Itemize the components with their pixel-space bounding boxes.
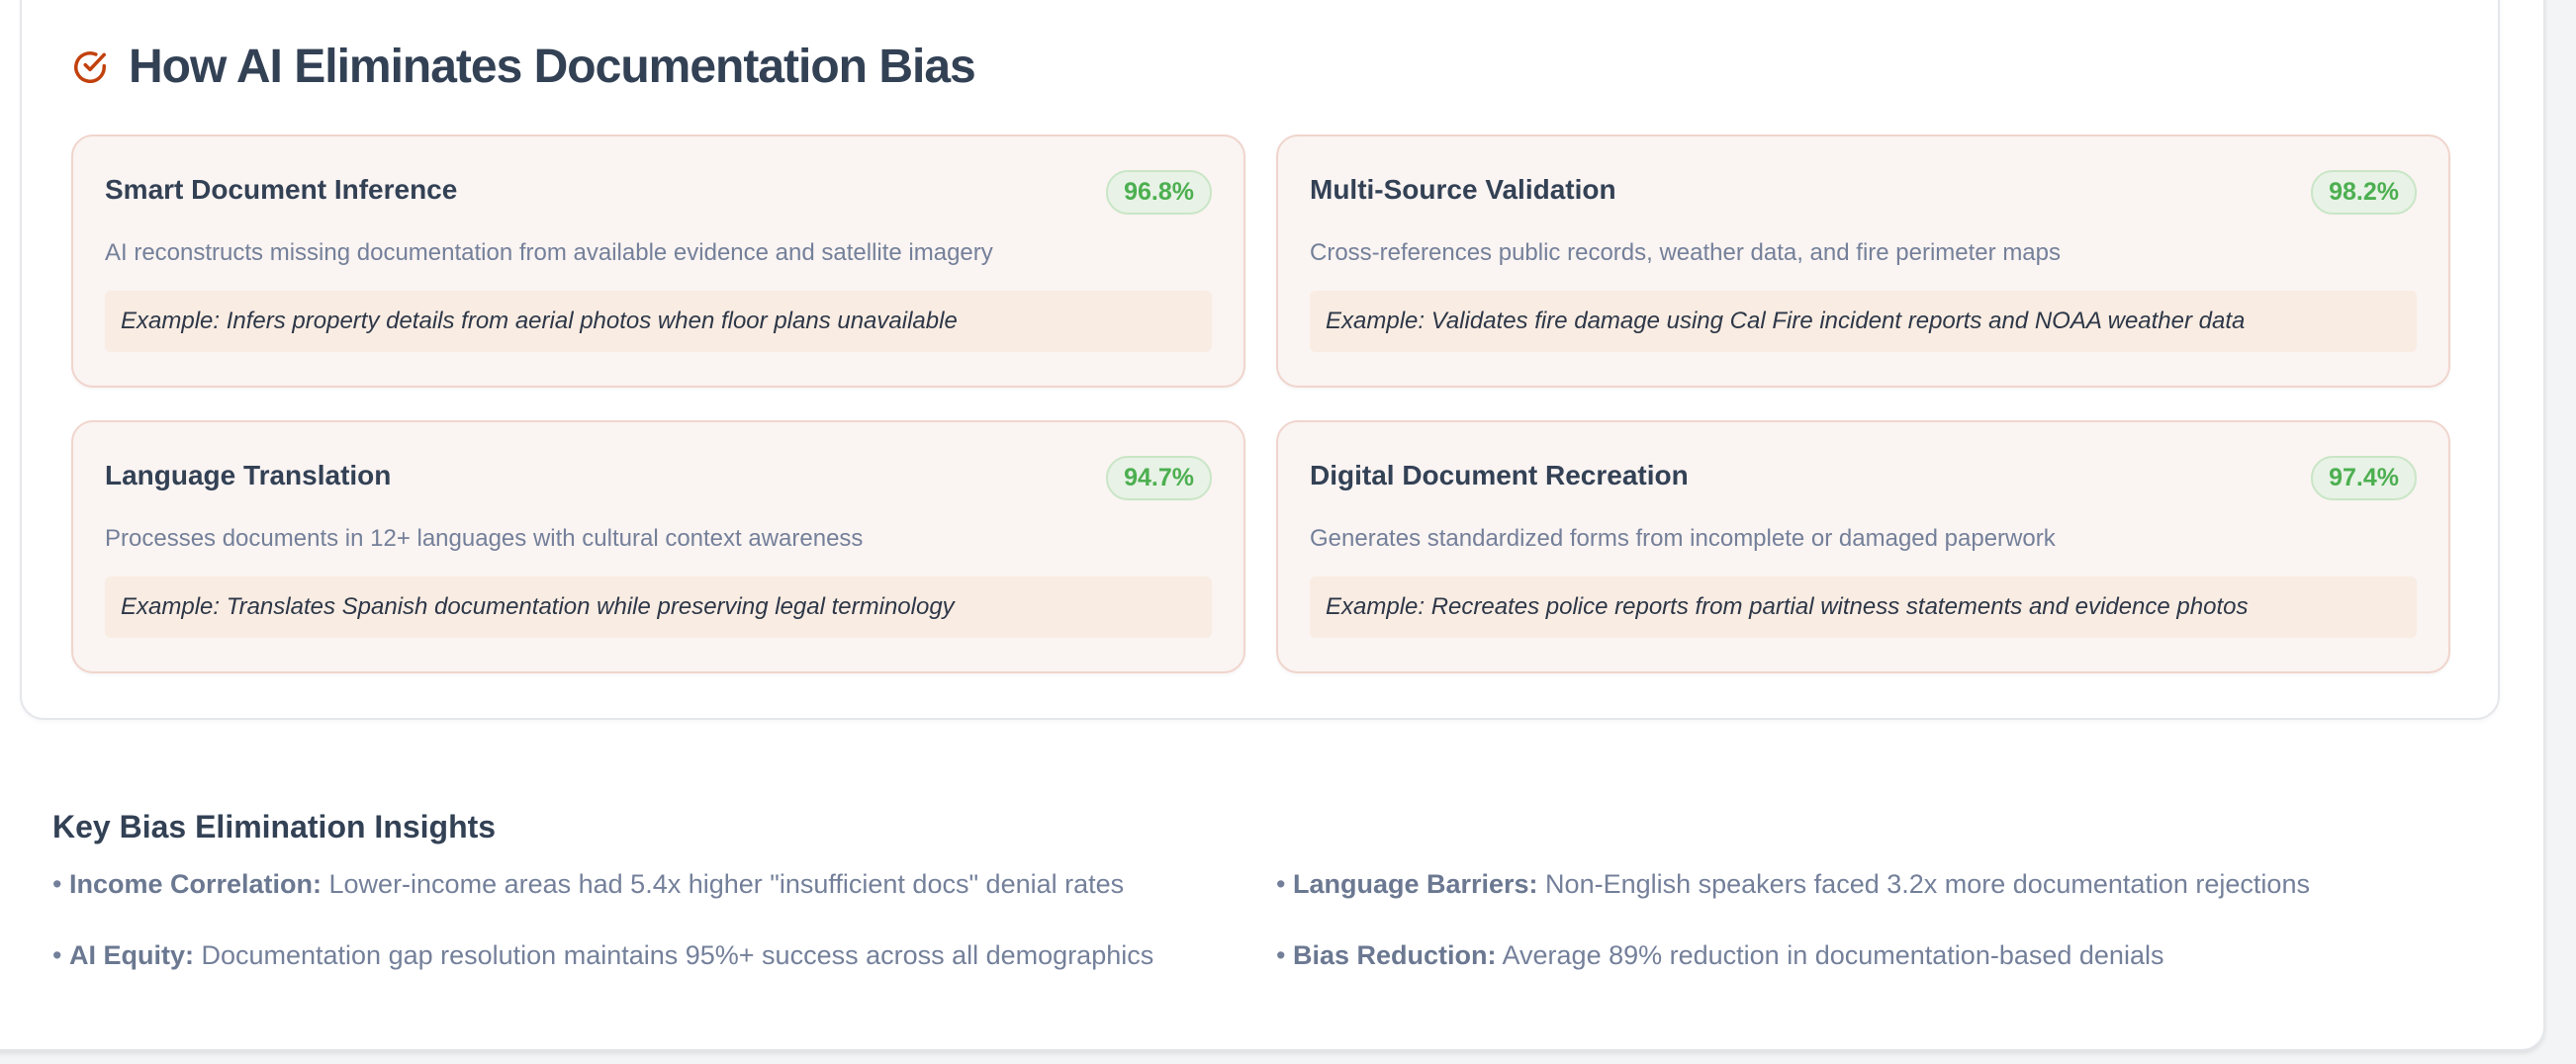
insight-item: • AI Equity: Documentation gap resolutio…: [52, 940, 1154, 970]
insight-text: Documentation gap resolution maintains 9…: [193, 940, 1154, 970]
feature-card: Language Translation 94.7% Processes doc…: [71, 420, 1245, 673]
success-rate-badge: 97.4%: [2311, 456, 2417, 500]
insight-label: Bias Reduction:: [1292, 940, 1497, 970]
insight-text: Lower-income areas had 5.4x higher "insu…: [322, 869, 1125, 899]
insights-title: Key Bias Elimination Insights: [52, 809, 497, 844]
section-title-text: How AI Eliminates Documentation Bias: [129, 41, 976, 93]
insight-item: • Language Barriers: Non-English speaker…: [1276, 869, 2310, 899]
feature-card: Digital Document Recreation 97.4% Genera…: [1276, 420, 2450, 673]
card-example: Example: Infers property details from ae…: [105, 291, 1212, 352]
check-circle-icon: [74, 50, 106, 83]
card-description: AI reconstructs missing documentation fr…: [105, 239, 993, 266]
feature-card: Multi-Source Validation 98.2% Cross-refe…: [1276, 134, 2450, 388]
success-rate-badge: 96.8%: [1106, 170, 1212, 215]
card-title: Multi-Source Validation: [1310, 174, 1616, 205]
card-title: Language Translation: [105, 460, 392, 490]
card-title: Digital Document Recreation: [1310, 460, 1689, 490]
section-title: How AI Eliminates Documentation Bias: [71, 40, 976, 94]
success-rate-badge: 94.7%: [1106, 456, 1212, 500]
insight-label: Language Barriers:: [1292, 869, 1538, 899]
insight-item: • Bias Reduction: Average 89% reduction …: [1276, 940, 2164, 970]
insight-label: AI Equity:: [68, 940, 194, 970]
card-description: Generates standardized forms from incomp…: [1310, 525, 2056, 552]
card-description: Cross-references public records, weather…: [1310, 239, 2061, 266]
insight-item: • Income Correlation: Lower-income areas…: [52, 869, 1125, 899]
card-example: Example: Recreates police reports from p…: [1310, 576, 2417, 638]
feature-card: Smart Document Inference 96.8% AI recons…: [71, 134, 1245, 388]
insight-text: Average 89% reduction in documentation-b…: [1496, 940, 2164, 970]
card-description: Processes documents in 12+ languages wit…: [105, 525, 864, 552]
insight-label: Income Correlation:: [68, 869, 322, 899]
success-rate-badge: 98.2%: [2311, 170, 2417, 215]
insight-text: Non-English speakers faced 3.2x more doc…: [1537, 869, 2310, 899]
card-title: Smart Document Inference: [105, 174, 458, 205]
card-example: Example: Translates Spanish documentatio…: [105, 576, 1212, 638]
card-example: Example: Validates fire damage using Cal…: [1310, 291, 2417, 352]
